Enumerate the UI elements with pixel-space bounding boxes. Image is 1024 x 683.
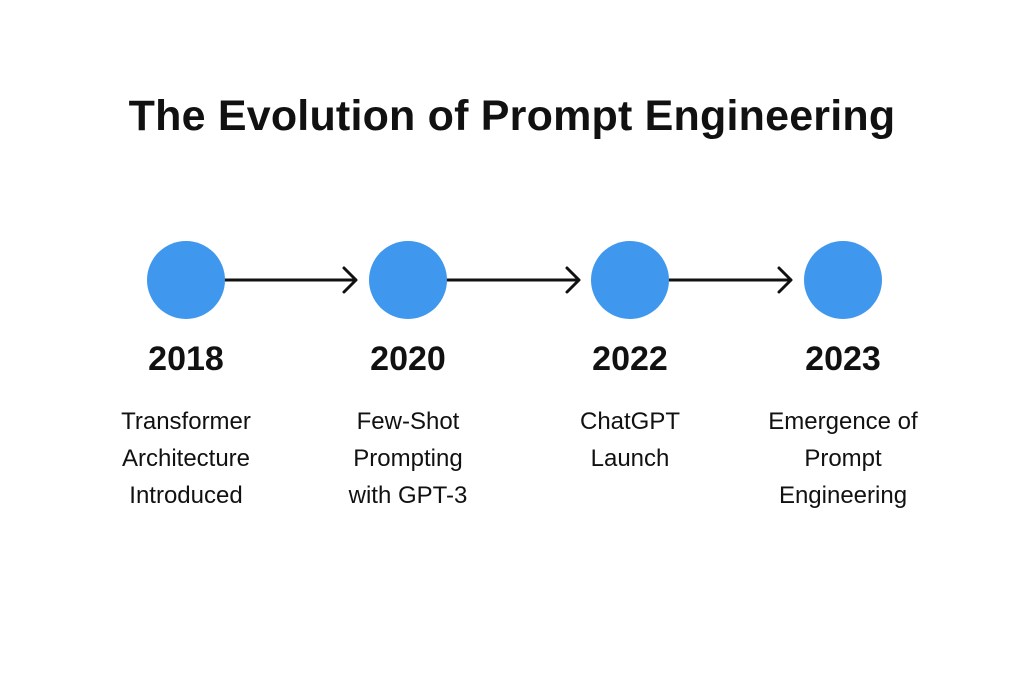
diagram-title: The Evolution of Prompt Engineering (128, 92, 896, 140)
event-year: 2020 (370, 340, 446, 378)
event-year: 2018 (148, 340, 224, 378)
event-description: Transformer Architecture Introduced (121, 408, 251, 509)
event-year: 2023 (805, 340, 881, 378)
timeline-node-2023 (804, 241, 882, 319)
connector-arrow-3 (668, 266, 793, 294)
connector-arrow-2 (446, 266, 581, 294)
event-2020: 2020 Few-Shot Prompting with GPT-3 (298, 339, 518, 514)
event-2023: 2023 Emergence of Prompt Engineering (733, 339, 953, 514)
timeline-node-2018 (147, 241, 225, 319)
event-description: ChatGPT Launch (579, 408, 681, 472)
event-2022: 2022 ChatGPT Launch (520, 339, 740, 477)
event-2018: 2018 Transformer Architecture Introduced (76, 339, 296, 514)
timeline-node-2020 (369, 241, 447, 319)
event-description: Few-Shot Prompting with GPT-3 (348, 408, 468, 509)
timeline-node-2022 (591, 241, 669, 319)
event-year: 2022 (592, 340, 668, 378)
event-description: Emergence of Prompt Engineering (768, 408, 918, 509)
connector-arrow-1 (224, 266, 358, 294)
